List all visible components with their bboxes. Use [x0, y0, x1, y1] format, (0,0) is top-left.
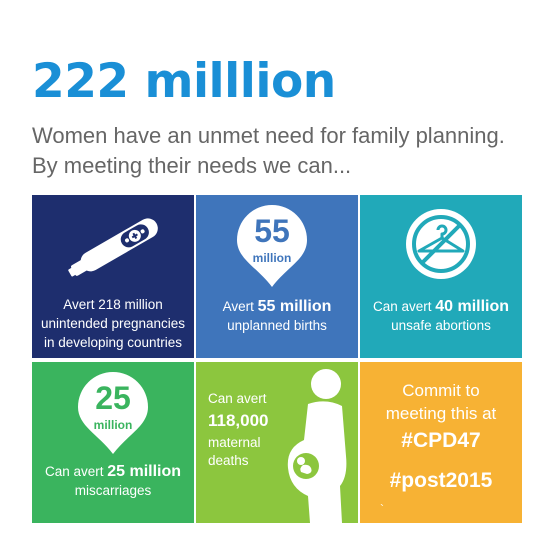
caption-line: Can avert 25 million: [32, 462, 194, 481]
maternal-line-4: deaths: [208, 453, 249, 468]
caption-emphasis: 55 million: [257, 298, 332, 315]
tile-caption: Can avert 40 million unsafe abortions: [360, 297, 522, 335]
caption-line: miscarriages: [74, 483, 152, 498]
no-hanger-icon: [406, 209, 476, 279]
stray-mark: `: [380, 502, 384, 516]
caption-emphasis: 40 million: [435, 298, 510, 315]
tile-caption: Can avert 25 million miscarriages: [32, 462, 194, 500]
tile-maternal-deaths: Can avert 118,000 maternal deaths: [196, 362, 358, 523]
commit-line-2: meeting this at: [385, 404, 497, 423]
caption-emphasis: 25 million: [107, 463, 182, 480]
location-pin-badge: 25 million: [76, 370, 150, 456]
tile-unplanned-births: 55 million Avert 55 million unplanned bi…: [196, 195, 358, 358]
badge-unit: million: [252, 251, 292, 265]
maternal-line-1: Can avert: [208, 391, 267, 406]
pregnancy-test-icon: [68, 218, 158, 277]
commit-line-1: Commit to: [402, 381, 480, 400]
badge-unit: million: [93, 418, 133, 432]
caption-line: Avert 55 million: [196, 297, 358, 316]
hashtag-post2015: #post2015: [389, 469, 493, 492]
subheadline-line-2: By meeting their needs we can...: [32, 153, 352, 178]
caption-line: unintended pregnancies: [40, 316, 186, 331]
caption-line: Can avert 40 million: [360, 297, 522, 316]
tile-unsafe-abortions: Can avert 40 million unsafe abortions: [360, 195, 522, 358]
location-pin-badge: 55 million: [235, 203, 309, 289]
badge-number: 55: [254, 213, 290, 249]
tile-miscarriages: 25 million Can avert 25 million miscarri…: [32, 362, 194, 523]
caption-line: Avert 218 million: [63, 297, 163, 312]
subheadline-line-1: Women have an unmet need for family plan…: [32, 123, 505, 148]
headline: 222 milllion: [32, 54, 336, 109]
maternal-line-3: maternal: [208, 435, 261, 450]
caption-line: unsafe abortions: [391, 318, 491, 333]
tile-unintended-pregnancies: Avert 218 million unintended pregnancies…: [32, 195, 194, 358]
pin-shape-icon: [237, 205, 307, 287]
pregnant-woman-icon: [287, 369, 347, 523]
caption-line: unplanned births: [227, 318, 327, 333]
tile-caption: Avert 55 million unplanned births: [196, 297, 358, 335]
hashtag-cpd47: #CPD47: [401, 429, 481, 452]
caption-line: in developing countries: [43, 335, 183, 350]
caption-prefix: Avert: [222, 299, 254, 314]
caption-prefix: Can avert: [372, 299, 432, 314]
maternal-number: 118,000: [208, 411, 269, 430]
caption-prefix: Can avert: [44, 464, 104, 479]
badge-number: 25: [95, 380, 131, 416]
pin-shape-icon: [78, 372, 148, 454]
tile-commit: Commit to meeting this at #CPD47 #post20…: [360, 362, 522, 523]
tile-caption: Avert 218 million unintended pregnancies…: [32, 295, 194, 352]
